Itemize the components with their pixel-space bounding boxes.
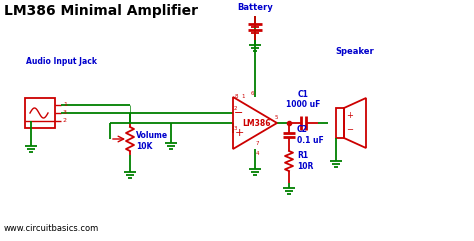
Text: C2
0.1 uF: C2 0.1 uF <box>297 125 324 145</box>
Text: C1
1000 uF: C1 1000 uF <box>286 90 320 109</box>
Text: +: + <box>234 128 244 138</box>
Text: +: + <box>346 112 353 120</box>
Text: −: − <box>346 126 353 134</box>
Text: 2: 2 <box>234 106 237 111</box>
Text: Volume
10K: Volume 10K <box>136 131 168 151</box>
Text: Battery: Battery <box>237 3 273 12</box>
Text: −: − <box>234 108 244 118</box>
Text: 8: 8 <box>235 94 238 99</box>
Text: 3: 3 <box>63 111 67 115</box>
Text: 2: 2 <box>63 119 67 123</box>
Text: LM386 Minimal Amplifier: LM386 Minimal Amplifier <box>4 4 198 18</box>
Text: www.circuitbasics.com: www.circuitbasics.com <box>4 224 99 233</box>
Text: Audio Input Jack: Audio Input Jack <box>26 57 97 66</box>
Bar <box>336 108 344 138</box>
Text: R1
10R: R1 10R <box>297 151 313 171</box>
Text: 1: 1 <box>63 102 67 107</box>
Text: 4: 4 <box>256 151 259 156</box>
Text: 7: 7 <box>256 141 259 146</box>
Text: 1: 1 <box>241 94 245 99</box>
Text: 6: 6 <box>250 91 254 96</box>
Text: LM386: LM386 <box>243 119 271 127</box>
Text: Speaker: Speaker <box>336 47 374 56</box>
Text: 5: 5 <box>275 115 279 120</box>
Text: 3: 3 <box>234 126 237 131</box>
Bar <box>25 98 55 128</box>
